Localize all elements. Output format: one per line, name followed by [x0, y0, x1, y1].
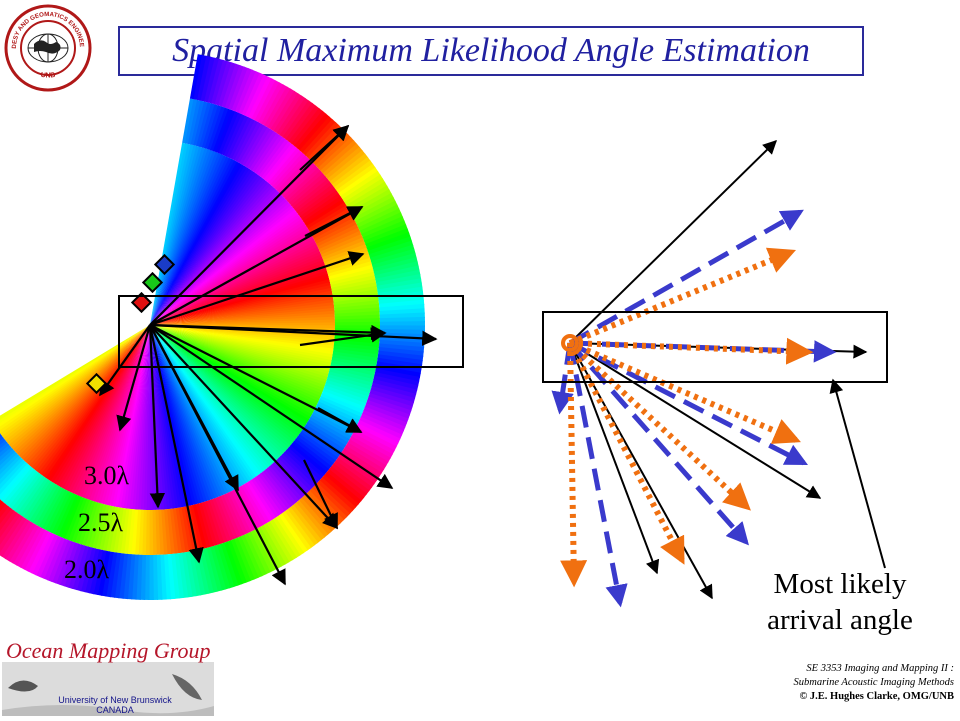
university-name: University of New Brunswick: [58, 695, 172, 705]
left-direction-arrows: [99, 124, 438, 586]
array-element-green: [141, 271, 164, 294]
array-element-yellow: [85, 372, 108, 395]
left-arrow-2: [149, 206, 364, 326]
array-element-blue: [153, 253, 176, 276]
solid-arrow-1: [569, 140, 777, 344]
dotted-arrow-3: [568, 340, 801, 444]
ring-label-2-5: 2.5λ: [78, 508, 124, 537]
left-arrow-8: [149, 324, 339, 530]
dotted-arrow-1: [568, 247, 796, 346]
annotation-line-1: Most likely: [773, 568, 907, 600]
logo-ring-text-bottom: UNB: [40, 72, 56, 80]
dashed-arrow-5: [567, 342, 628, 608]
annotation-line-2: arrival angle: [767, 604, 913, 636]
ring-label-3-0: 3.0λ: [84, 461, 130, 490]
dotted-arrow-4: [567, 340, 751, 511]
page-title: Spatial Maximum Likelihood Angle Estimat…: [172, 32, 810, 69]
dashed-arrow-4: [568, 341, 749, 546]
left-arrow-12: [148, 324, 166, 509]
course-info: SE 3353 Imaging and Mapping II : Submari…: [700, 662, 955, 704]
author-credit: © J.E. Hughes Clarke, OMG/UNB: [799, 691, 954, 702]
left-arrow-14: [99, 324, 151, 397]
left-short-arrow-3: [299, 327, 387, 347]
svg-text:UNB: UNB: [40, 72, 56, 80]
phase-ring-outer: [0, 54, 425, 600]
left-arrow-3: [149, 251, 365, 327]
university-text: University of New Brunswick CANADA: [40, 695, 190, 715]
omg-banner-image: [2, 662, 214, 716]
dotted-arrow-2: [569, 337, 814, 365]
dashed-arrow-2: [569, 340, 837, 363]
left-highlight-box: [118, 295, 464, 368]
array-element-red: [130, 291, 153, 314]
dotted-arrow-6: [560, 342, 588, 588]
left-short-arrow-1: [299, 124, 350, 171]
left-short-arrow-2: [304, 206, 364, 237]
left-arrow-10: [149, 324, 239, 492]
university-country: CANADA: [96, 705, 134, 715]
left-arrow-1: [149, 124, 350, 326]
ring-label-2-0: 2.0λ: [64, 555, 110, 584]
annotation-pointer: [829, 378, 886, 569]
ocean-mapping-group-title: Ocean Mapping Group: [6, 638, 211, 663]
left-arrow-7: [149, 324, 394, 489]
course-line-1: SE 3353 Imaging and Mapping II :: [806, 663, 954, 674]
left-short-arrow-4: [317, 407, 363, 433]
most-likely-arrival-label: Most likely arrival angle: [740, 566, 940, 638]
right-arrival-fan: [551, 140, 868, 608]
dashed-arrow-1: [568, 209, 804, 346]
solid-arrow-3: [569, 342, 822, 499]
left-arrow-6: [149, 324, 363, 433]
course-line-2: Submarine Acoustic Imaging Methods: [793, 677, 955, 688]
left-arrow-13: [116, 324, 152, 432]
dashed-arrow-3: [568, 340, 809, 466]
unb-geodesy-logo: GEODESY AND GEOMATICS ENGINEERING UNB: [4, 4, 92, 92]
phase-ring-middle: [0, 98, 380, 555]
title-box: Spatial Maximum Likelihood Angle Estimat…: [118, 26, 864, 76]
left-arrow-11: [148, 324, 204, 564]
left-short-arrow-5: [303, 459, 338, 530]
right-highlight-box: [542, 311, 888, 383]
receiver-origin: [561, 334, 579, 352]
left-arrow-5: [149, 323, 438, 347]
